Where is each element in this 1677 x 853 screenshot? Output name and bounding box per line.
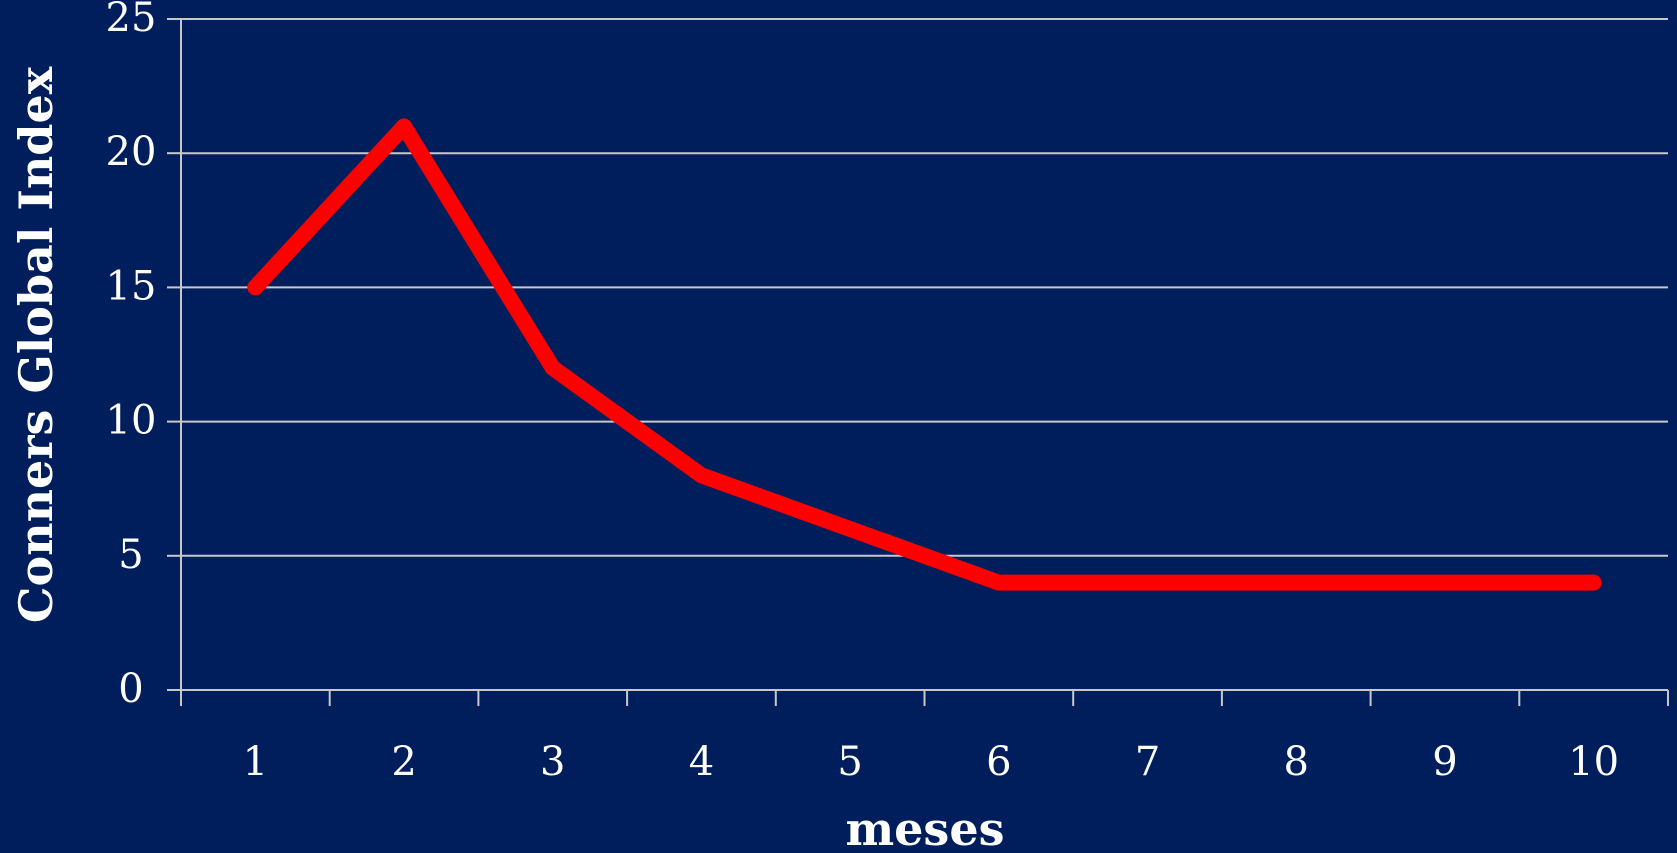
- y-tick-label: 10: [106, 398, 157, 444]
- y-tick-label: 25: [106, 0, 157, 41]
- axes: [167, 18, 1669, 706]
- x-tick-label: 1: [243, 739, 268, 785]
- gridlines: [181, 18, 1668, 557]
- x-tick-label: 4: [689, 739, 714, 785]
- y-tick-label: 20: [106, 129, 157, 175]
- x-tick-label: 9: [1432, 739, 1457, 785]
- y-tick-labels: 0 5 10 15 20 25: [106, 0, 157, 712]
- x-axis-title: meses: [845, 802, 1004, 853]
- y-tick-label: 0: [118, 666, 143, 712]
- x-tick-label: 10: [1568, 739, 1619, 785]
- x-tick-label: 5: [837, 739, 862, 785]
- x-tick-label: 2: [391, 739, 416, 785]
- series-layer: [247, 118, 1602, 591]
- x-tick-label: 3: [540, 739, 565, 785]
- y-axis-title: Conners Global Index: [9, 66, 63, 623]
- y-tick-label: 15: [106, 263, 157, 309]
- x-tick-label: 8: [1284, 739, 1309, 785]
- series-line: [247, 118, 1602, 591]
- x-tick-label: 6: [986, 739, 1011, 785]
- x-tick-label: 7: [1135, 739, 1160, 785]
- x-tick-labels: 1 2 3 4 5 6 7 8 9 10: [243, 739, 1619, 785]
- y-tick-label: 5: [118, 532, 143, 578]
